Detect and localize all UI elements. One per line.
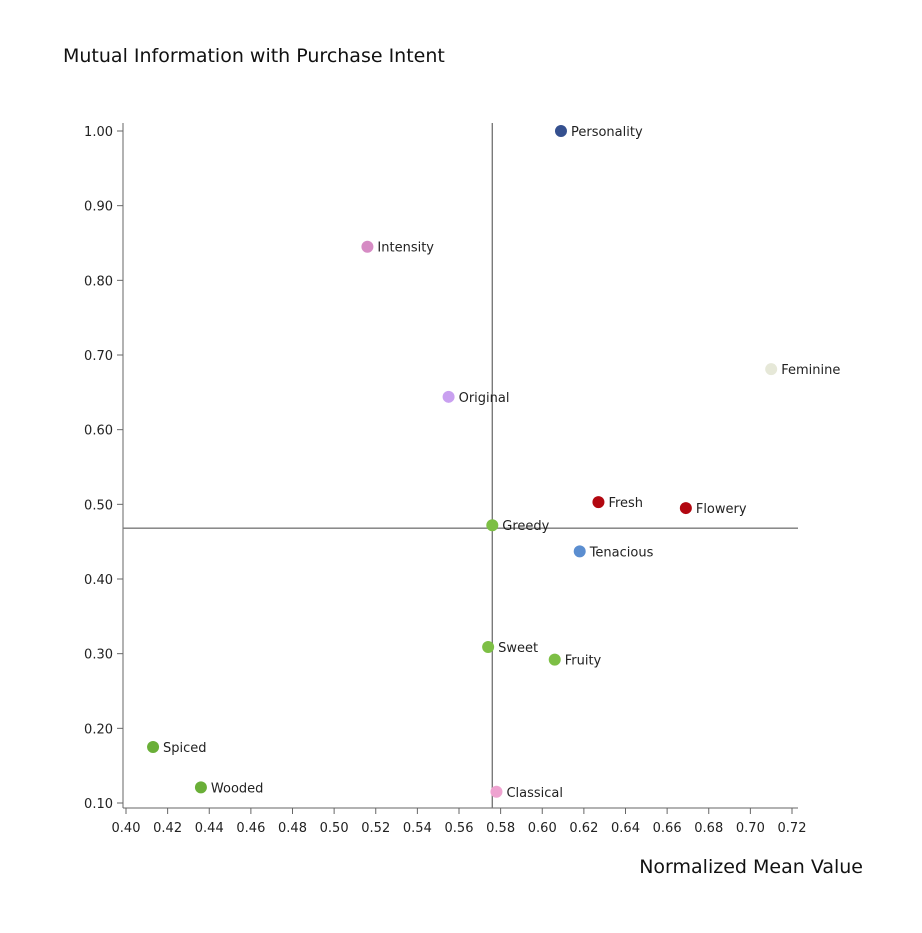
reference-lines (123, 123, 798, 808)
x-tick-label: 0.48 (278, 821, 307, 836)
point-label-spiced: Spiced (163, 741, 207, 756)
point-tenacious (573, 545, 586, 558)
point-label-tenacious: Tenacious (589, 545, 654, 560)
x-tick-label: 0.52 (361, 821, 390, 836)
point-label-feminine: Feminine (781, 363, 840, 378)
y-axis-title: Mutual Information with Purchase Intent (63, 45, 445, 67)
point-greedy (486, 519, 499, 532)
point-fruity (548, 653, 561, 666)
point-label-sweet: Sweet (498, 641, 538, 656)
x-tick-label: 0.68 (694, 821, 723, 836)
y-tick-label: 0.90 (84, 200, 113, 215)
point-spiced (147, 741, 160, 753)
x-tick-label: 0.70 (736, 821, 765, 836)
point-feminine (765, 363, 778, 376)
data-points: Personality Intensity Feminine Original Fres… (147, 125, 840, 801)
point-wooded (194, 781, 207, 794)
point-label-personality: Personality (571, 125, 643, 140)
point-sweet (482, 640, 495, 653)
x-axis-ticks: 0.40 0.42 0.44 0.46 0.48 0.50 0.52 0.54 0.56 0.58… (112, 808, 807, 836)
x-tick-label: 0.66 (653, 821, 682, 836)
x-tick-label: 0.50 (320, 821, 349, 836)
x-tick-label: 0.54 (403, 821, 432, 836)
axes (122, 123, 798, 809)
point-label-intensity: Intensity (377, 241, 434, 256)
x-tick-label: 0.62 (569, 821, 598, 836)
y-tick-label: 0.60 (84, 424, 113, 439)
point-label-fruity: Fruity (565, 654, 602, 669)
x-tick-label: 0.46 (236, 821, 265, 836)
y-axis-ticks: 0.10 0.20 0.30 0.40 0.50 0.60 0.70 0.80 0.90 1.00 (84, 125, 123, 812)
x-tick-label: 0.44 (195, 821, 224, 836)
point-label-flowery: Flowery (696, 502, 747, 517)
x-tick-label: 0.58 (486, 821, 515, 836)
y-tick-label: 0.10 (84, 797, 113, 812)
point-intensity (361, 240, 374, 253)
point-label-wooded: Wooded (211, 781, 264, 796)
point-flowery (679, 502, 692, 515)
point-classical (490, 785, 503, 798)
point-label-greedy: Greedy (502, 519, 549, 534)
point-label-classical: Classical (506, 786, 563, 801)
y-tick-label: 0.50 (84, 498, 113, 513)
y-tick-label: 0.40 (84, 573, 113, 588)
x-tick-label: 0.60 (528, 821, 557, 836)
point-personality (554, 125, 567, 137)
y-tick-label: 1.00 (84, 125, 113, 140)
x-tick-label: 0.72 (778, 821, 807, 836)
x-tick-label: 0.56 (445, 821, 474, 836)
point-original (442, 390, 455, 403)
y-tick-label: 0.70 (84, 349, 113, 364)
x-tick-label: 0.40 (112, 821, 141, 836)
point-label-original: Original (459, 391, 510, 406)
x-axis-title: Normalized Mean Value (639, 856, 863, 878)
point-label-fresh: Fresh (608, 496, 643, 511)
y-tick-label: 0.30 (84, 648, 113, 663)
point-fresh (592, 496, 605, 509)
x-tick-label: 0.42 (153, 821, 182, 836)
y-tick-label: 0.80 (84, 274, 113, 289)
y-tick-label: 0.20 (84, 722, 113, 737)
x-tick-label: 0.64 (611, 821, 640, 836)
